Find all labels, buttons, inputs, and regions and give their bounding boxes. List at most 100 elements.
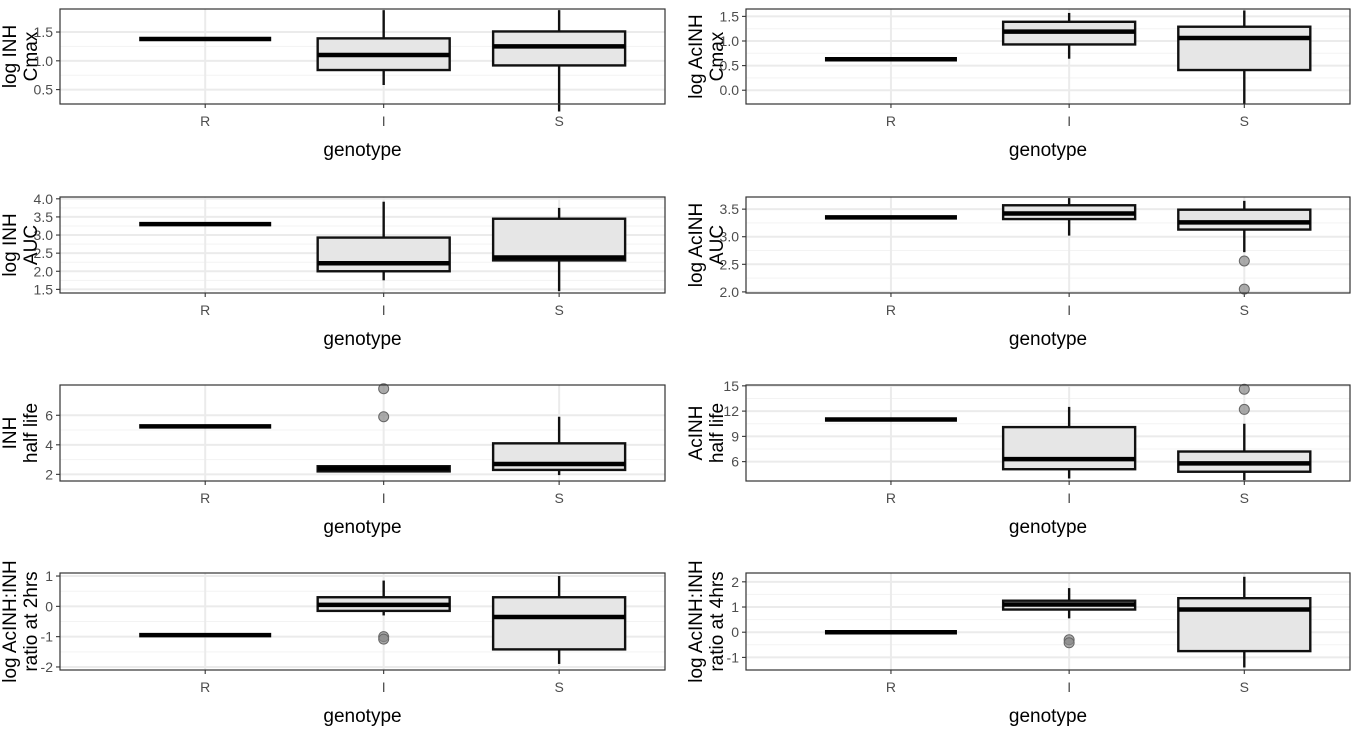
y-tick-label: 2.0 xyxy=(720,284,740,300)
y-tick-label: 1.5 xyxy=(34,281,54,297)
box-S xyxy=(493,10,625,111)
y-axis-title: INHhalf life xyxy=(0,403,42,463)
outlier-point xyxy=(379,634,389,644)
x-axis-title: genotype xyxy=(1009,517,1087,538)
y-tick-label: 2 xyxy=(45,466,53,482)
y-axis-title-line: AUC xyxy=(21,225,42,265)
y-axis-title-line: log AcINH:INH xyxy=(686,560,707,682)
outlier-point xyxy=(379,412,389,422)
y-axis-title-line: half life xyxy=(707,403,728,463)
y-tick-label: 0.5 xyxy=(34,82,54,98)
y-tick-label: 0 xyxy=(45,598,53,614)
x-tick-label: I xyxy=(382,490,386,506)
y-tick-label: -1 xyxy=(41,629,54,645)
box-I xyxy=(318,202,450,281)
box-S xyxy=(493,208,625,291)
iqr-box xyxy=(318,238,450,272)
y-tick-label: 2 xyxy=(731,574,739,590)
x-tick-label: S xyxy=(1240,302,1249,318)
iqr-box xyxy=(1178,27,1310,70)
y-axis-title-line: INH xyxy=(0,417,21,450)
y-axis-title-line: log AcINH xyxy=(686,203,707,287)
box-I xyxy=(1003,13,1135,59)
y-axis-title-line: AUC xyxy=(707,225,728,265)
box-S xyxy=(493,576,625,664)
x-tick-label: I xyxy=(382,113,386,129)
x-tick-label: R xyxy=(200,679,210,695)
y-tick-label: 9 xyxy=(731,428,739,444)
x-tick-label: S xyxy=(1240,490,1249,506)
y-axis-title-line: log INH xyxy=(0,213,21,276)
x-tick-label: S xyxy=(1240,113,1249,129)
y-axis-title: log INHCmax xyxy=(0,25,42,88)
x-tick-label: I xyxy=(1067,679,1071,695)
y-axis-title-line: Cmax xyxy=(21,31,42,81)
x-axis-title: genotype xyxy=(323,706,401,727)
x-tick-label: S xyxy=(554,490,563,506)
y-tick-label: 6 xyxy=(731,454,739,470)
iqr-box xyxy=(493,597,625,649)
y-tick-label: 4 xyxy=(45,437,53,453)
outlier-point xyxy=(1239,256,1249,266)
y-tick-label: -1 xyxy=(727,649,740,665)
y-tick-label: 1 xyxy=(45,568,53,584)
x-tick-label: R xyxy=(886,302,896,318)
y-tick-label: 0.0 xyxy=(720,82,740,98)
iqr-box xyxy=(1178,598,1310,651)
y-axis-title-line: log AcINH:INH xyxy=(0,560,21,682)
x-axis-title: genotype xyxy=(323,140,401,161)
chart-panel: -1 0 1 2 R I Sgenotype log AcINH:INHratio at 4h… xyxy=(686,560,1350,727)
y-tick-label: 3.5 xyxy=(34,209,54,225)
x-tick-label: R xyxy=(886,679,896,695)
y-tick-label: 4.0 xyxy=(34,191,54,207)
y-axis-title: log AcINH:INHratio at 4hrs xyxy=(686,560,728,682)
y-tick-label: 15 xyxy=(723,378,739,394)
x-tick-label: S xyxy=(554,679,563,695)
y-tick-label: 6 xyxy=(45,407,53,423)
y-tick-label: 0 xyxy=(731,624,739,640)
y-axis-title-line: half life xyxy=(21,403,42,463)
iqr-box xyxy=(1003,427,1135,469)
x-tick-label: S xyxy=(1240,679,1249,695)
box-I xyxy=(1003,198,1135,236)
y-axis-title: AcINHhalf life xyxy=(686,403,728,463)
iqr-box xyxy=(493,219,625,261)
y-tick-label: 3.5 xyxy=(720,201,740,217)
x-axis-title: genotype xyxy=(323,517,401,538)
y-tick-label: 1.5 xyxy=(720,8,740,24)
x-tick-label: I xyxy=(382,302,386,318)
x-tick-label: R xyxy=(886,490,896,506)
outlier-point xyxy=(1239,384,1249,394)
y-axis-title-line: Cmax xyxy=(707,31,728,81)
x-axis-title: genotype xyxy=(323,329,401,350)
outlier-point xyxy=(1239,404,1249,414)
box-I xyxy=(318,10,450,85)
x-tick-label: I xyxy=(382,679,386,695)
x-tick-label: I xyxy=(1067,113,1071,129)
iqr-box xyxy=(1178,210,1310,230)
x-axis-title: genotype xyxy=(1009,140,1087,161)
x-axis-title: genotype xyxy=(1009,329,1087,350)
y-axis-title-line: log AcINH xyxy=(686,14,707,98)
y-axis-title-line: AcINH xyxy=(686,406,707,461)
x-tick-label: I xyxy=(1067,302,1071,318)
x-tick-label: R xyxy=(886,113,896,129)
box-I xyxy=(1003,407,1135,479)
y-tick-label: 1 xyxy=(731,599,739,615)
x-axis-title: genotype xyxy=(1009,706,1087,727)
x-tick-label: I xyxy=(1067,490,1071,506)
y-axis-title-line: log INH xyxy=(0,25,21,88)
y-axis-title-line: ratio at 2hrs xyxy=(21,571,42,671)
x-tick-label: R xyxy=(200,113,210,129)
box-S xyxy=(493,417,625,475)
outlier-point xyxy=(1064,638,1074,648)
y-axis-title: log AcINH:INHratio at 2hrs xyxy=(0,560,42,682)
